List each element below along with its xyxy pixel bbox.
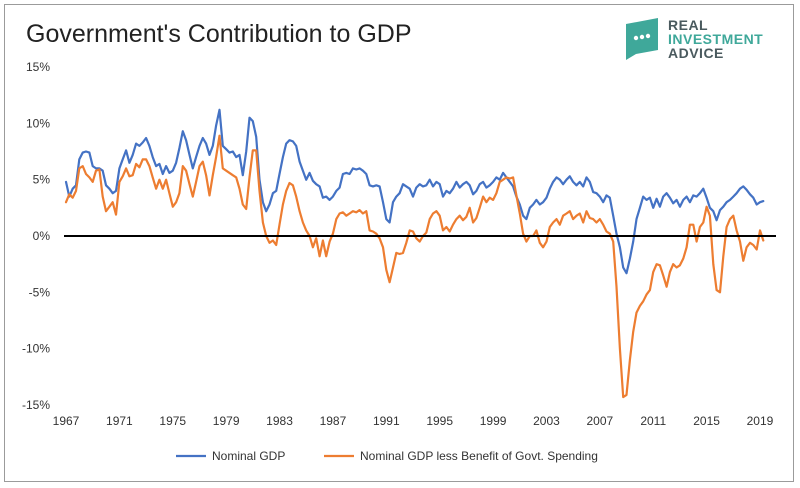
x-tick-label: 1967: [53, 414, 80, 428]
x-axis: 1967 1971 1975 1979 1983 1987 1991 1995 1999 2003…: [53, 414, 774, 428]
y-axis: 15% 10% 5% 0% -5% -10% -15%: [22, 60, 50, 412]
x-tick-label: 1995: [426, 414, 453, 428]
x-tick-label: 1991: [373, 414, 400, 428]
x-tick-label: 1999: [480, 414, 507, 428]
x-tick-label: 1975: [159, 414, 186, 428]
logo-line-3: ADVICE: [668, 45, 724, 61]
brand-logo: REAL INVESTMENT ADVICE: [622, 16, 782, 64]
logo-line-1: REAL: [668, 17, 709, 33]
y-tick-label: 10%: [26, 116, 50, 130]
legend: Nominal GDP Nominal GDP less Benefit of G…: [176, 449, 598, 463]
x-tick-label: 2015: [693, 414, 720, 428]
series-line-gdp-less-govt: [64, 134, 765, 399]
x-tick-label: 2011: [640, 414, 666, 428]
chat-bubble-icon: [626, 18, 658, 60]
chart-title: Government's Contribution to GDP: [26, 20, 412, 48]
x-tick-label: 1971: [106, 414, 133, 428]
x-tick-label: 2019: [747, 414, 774, 428]
series-line-nominal-gdp: [64, 108, 765, 275]
x-tick-label: 2003: [533, 414, 560, 428]
chart-frame: [4, 4, 794, 482]
y-tick-label: 5%: [33, 173, 51, 187]
legend-label: Nominal GDP less Benefit of Govt. Spendi…: [360, 449, 598, 463]
x-tick-label: 2007: [586, 414, 613, 428]
y-tick-label: -5%: [29, 285, 51, 299]
logo-wordmark: REAL INVESTMENT ADVICE: [668, 18, 763, 60]
x-tick-label: 1979: [213, 414, 240, 428]
legend-label: Nominal GDP: [212, 449, 285, 463]
x-tick-label: 1983: [266, 414, 293, 428]
logo-line-2: INVESTMENT: [668, 31, 764, 47]
y-tick-label: -15%: [22, 398, 50, 412]
y-tick-label: 15%: [26, 60, 50, 74]
x-tick-label: 1987: [320, 414, 347, 428]
y-tick-label: -10%: [22, 342, 50, 356]
series-layer: [64, 108, 765, 399]
y-tick-label: 0%: [33, 229, 51, 243]
